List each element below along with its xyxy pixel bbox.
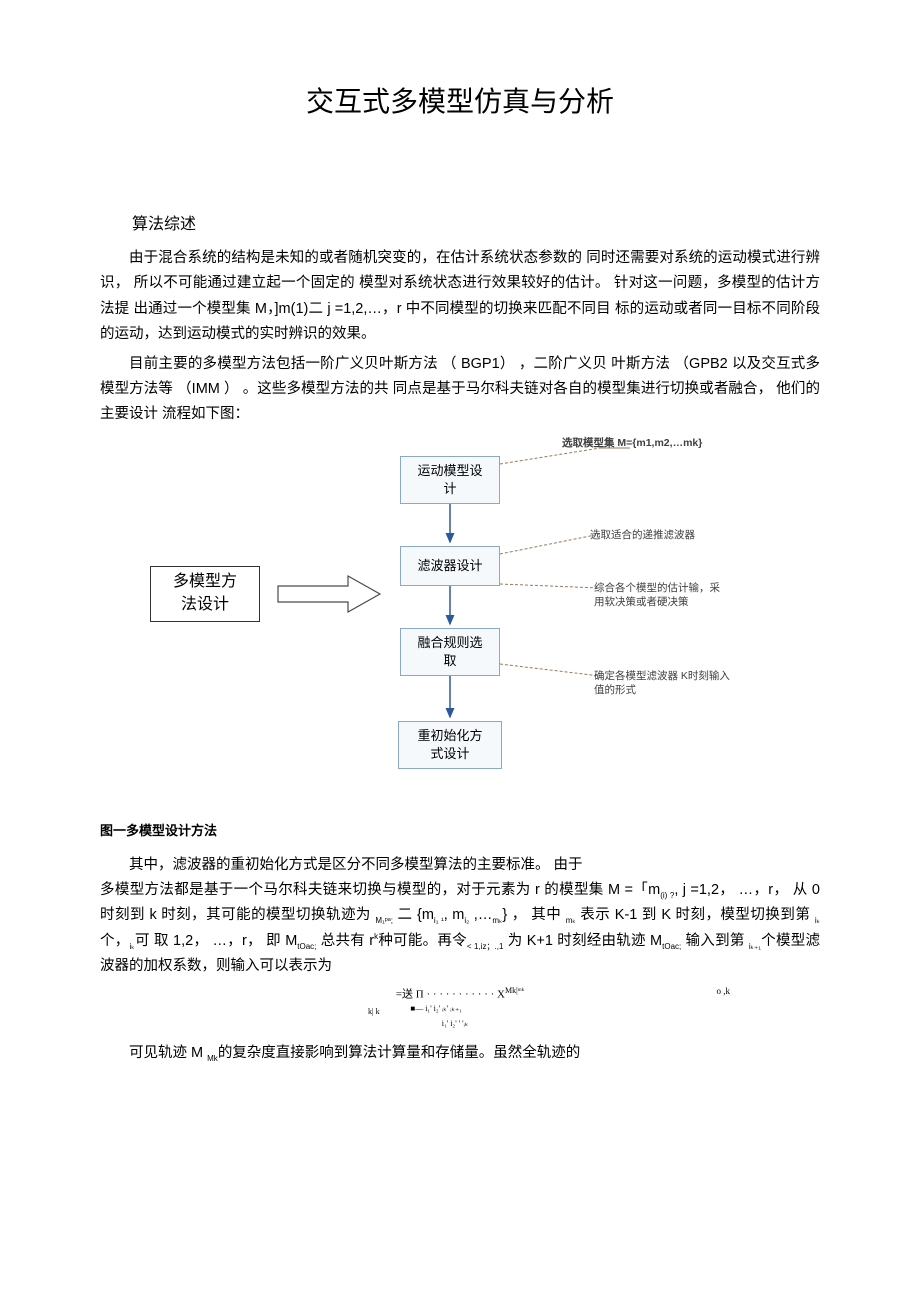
figure-caption: 图一多模型设计方法 <box>100 820 820 839</box>
sub-c1iz: < 1,iz；.,1 <box>467 942 504 951</box>
p3b: 多模型方法都是基于一个马尔科夫链来切换与模型的，对于元素为 r 的模型集 M =… <box>100 882 660 898</box>
flow-node-4: 重初始化方式设计 <box>398 721 502 769</box>
eq-main: =送 Π · · · · · · · · · · · X <box>396 988 505 1000</box>
eq-sub2: ■— i₁' i₂' ᵢₖ' ᵢₖ₊₁ <box>410 1004 462 1013</box>
paragraph-4: 可见轨迹 M Mk的复杂度直接影响到算法计算量和存储量。虽然全轨迹的 <box>100 1041 820 1066</box>
equation-block: o ,k =送 Π · · · · · · · · · · · XMk|ᵐᵏ k… <box>100 986 820 1031</box>
flowchart-diagram: 多模型方法设计 运动模型设计 滤波器设计 融合规则选取 重初始化方式设计 选取模… <box>100 436 820 816</box>
sub-mk2: mₖ <box>566 916 576 925</box>
p3d: 总共有 r <box>316 933 374 949</box>
sub-ik3: iₖ₊₁ <box>749 942 761 951</box>
p3c6: 可 取 1,2， …，r， 即 M <box>135 933 298 949</box>
eq-sup: Mk|ᵐᵏ <box>505 986 524 995</box>
p3c3: ， 其中 <box>507 907 565 923</box>
p3c: , m <box>444 907 465 923</box>
flow-node-2: 滤波器设计 <box>400 546 500 586</box>
sub-mpa: M₁ᵖᵃ; <box>375 916 393 925</box>
flow-node-1: 运动模型设计 <box>400 456 500 504</box>
sub-mk1: mₖ <box>492 916 502 925</box>
eq-sub1: k| k <box>368 1007 380 1016</box>
section-heading: 算法综述 <box>100 210 820 234</box>
flow-annot-1: 选取模型集 M={m1,m2,…mk} <box>562 436 702 450</box>
p3c2: ,… <box>469 907 492 923</box>
flow-annot-2: 选取适合的递推滤波器 <box>590 528 695 542</box>
p3c4: 表示 K-1 到 K 时刻，模型切换到第 <box>576 907 815 923</box>
sub-toac1: tOac; <box>297 942 316 951</box>
paragraph-2: 目前主要的多模型方法包括一阶广义贝叶斯方法 （ BGP1） ，二阶广义贝 叶斯方… <box>100 352 820 428</box>
page-title: 交互式多模型仿真与分析 <box>100 80 820 120</box>
sub-toac2: tOac; <box>662 942 681 951</box>
flow-left-box: 多模型方法设计 <box>150 566 260 622</box>
p4b: 的复杂度直接影响到算法计算量和存储量。虽然全轨迹的 <box>218 1045 581 1061</box>
sub-mj: (i) ? <box>660 891 674 900</box>
p3b3: 二 {m <box>393 907 434 923</box>
p3d4: 输入到第 <box>681 933 749 949</box>
p3c5: 个， <box>100 933 130 949</box>
flow-annot-4: 确定各模型滤波器 K时刻输入值的形式 <box>594 669 730 697</box>
flow-annot-3: 综合各个模型的估计输，采用软决策或者硬决策 <box>594 581 720 609</box>
flow-node-3: 融合规则选取 <box>400 628 500 676</box>
eq-sub3: i₁' i₂' ' 'ᵢₖ <box>442 1019 469 1028</box>
p3a: 其中，滤波器的重初始化方式是区分不同多模型算法的主要标准。 由于 <box>129 857 583 873</box>
eq-right: o ,k <box>717 986 731 997</box>
paragraph-1: 由于混合系统的结构是未知的或者随机突变的，在估计系统状态参数的 同时还需要对系统… <box>100 246 820 348</box>
sub-ik1: iₖ <box>815 916 820 925</box>
sub-mk3: Mk <box>207 1054 218 1063</box>
p3d3: 为 K+1 时刻经由轨迹 M <box>503 933 662 949</box>
p4a: 可见轨迹 M <box>129 1045 207 1061</box>
sub-mi1: i₁ ¹ <box>434 916 444 925</box>
p3d2: 种可能。再令 <box>378 933 467 949</box>
paragraph-3: 其中，滤波器的重初始化方式是区分不同多模型算法的主要标准。 由于 多模型方法都是… <box>100 853 820 980</box>
